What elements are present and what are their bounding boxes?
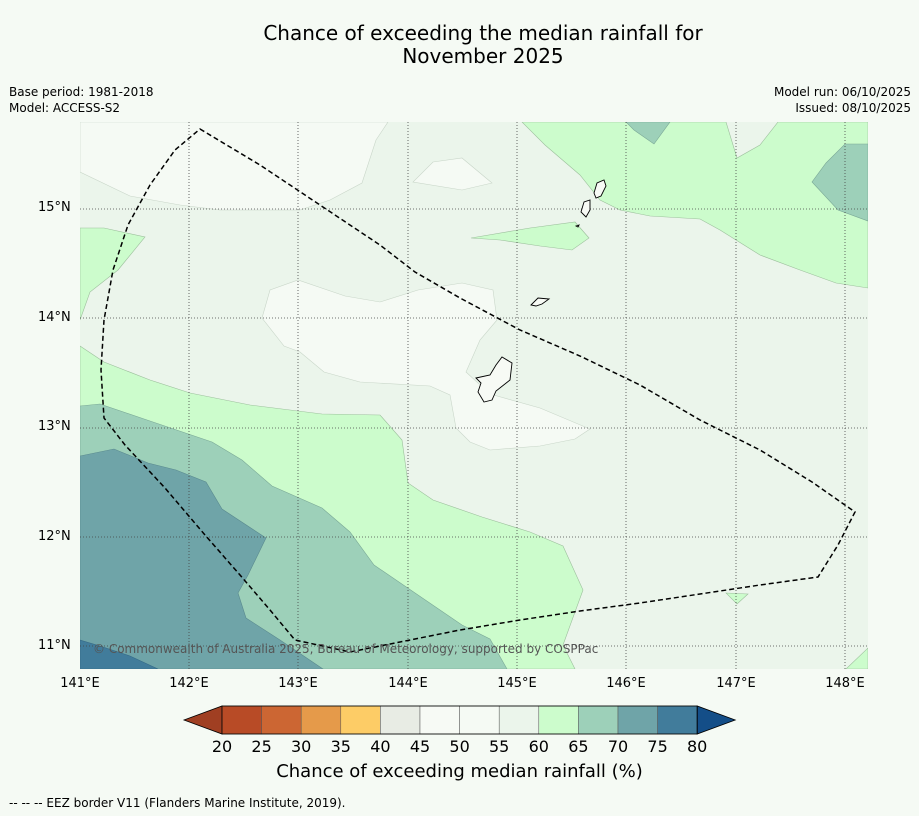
region-50-55-center: [261, 279, 591, 451]
colorbar: [182, 705, 737, 735]
region-60-65-corner: [845, 647, 868, 669]
island-guam: [475, 356, 513, 403]
title-line-2: November 2025: [402, 44, 564, 68]
lon-label-146e: 146°E: [606, 676, 646, 691]
colorbar-tick-label: 35: [330, 737, 351, 756]
eez-border: [100, 128, 856, 653]
meta-right: Model run: 06/10/2025 Issued: 08/10/2025: [774, 84, 911, 116]
island-rota: [530, 297, 551, 307]
colorbar-tick-label: 65: [568, 737, 589, 756]
map-title: Chance of exceeding the median rainfall …: [0, 22, 919, 68]
region-70-75: [80, 448, 324, 669]
lon-label-143e: 143°E: [278, 676, 318, 691]
colorbar-bin: [617, 705, 658, 735]
lon-label-148e: 148°E: [825, 676, 865, 691]
region-50-55-island-north: [412, 157, 493, 191]
region-65-70-top: [625, 122, 671, 145]
island-saipan: [593, 179, 607, 199]
colorbar-tick-label: 75: [647, 737, 668, 756]
lon-label-145e: 145°E: [497, 676, 537, 691]
region-60-65-blob-east: [725, 592, 749, 605]
colorbar-bin: [498, 705, 540, 735]
colorbar-over-arrow: [696, 705, 737, 735]
region-50-55-north: [80, 122, 389, 211]
colorbar-tick-label: 40: [370, 737, 391, 756]
lat-label-15n: 15°N: [38, 200, 71, 215]
copyright-notice: © Commonwealth of Australia 2025, Bureau…: [93, 642, 599, 656]
colorbar-title: Chance of exceeding median rainfall (%): [276, 761, 643, 782]
colorbar-frame: [221, 705, 698, 735]
rainfall-contours: [80, 122, 868, 669]
colorbar-bin: [657, 705, 698, 735]
issued-date: Issued: 08/10/2025: [795, 101, 911, 115]
colorbar-tick-label: 20: [211, 737, 233, 756]
colorbar-bin: [340, 705, 381, 735]
gridlines: [80, 122, 868, 669]
island-tinian: [580, 199, 591, 218]
meta-left: Base period: 1981-2018 Model: ACCESS-S2: [9, 84, 154, 116]
colorbar-bin: [221, 705, 262, 735]
region-60-65-streak: [470, 221, 590, 251]
colorbar-tick-label: 30: [291, 737, 312, 756]
colorbar-tick-label: 25: [251, 737, 272, 756]
colorbar-tick-label: 50: [449, 737, 470, 756]
colorbar-bin: [419, 705, 460, 735]
colorbar-tick-label: 80: [687, 737, 708, 756]
colorbar-tick-label: 60: [528, 737, 549, 756]
lat-label-13n: 13°N: [38, 419, 71, 434]
lat-label-12n: 12°N: [38, 529, 71, 544]
lon-label-144e: 144°E: [388, 676, 428, 691]
colorbar-bin: [300, 705, 342, 735]
colorbar-bin: [538, 705, 579, 735]
colorbar-tick-label: 55: [489, 737, 510, 756]
lat-label-11n: 11°N: [38, 638, 71, 653]
colorbar-bin: [261, 705, 302, 735]
lon-label-147e: 147°E: [716, 676, 756, 691]
lon-label-142e: 142°E: [169, 676, 209, 691]
islands: [475, 179, 607, 403]
colorbar-bin: [459, 705, 500, 735]
region-75-80: [80, 639, 159, 669]
colorbar-bin: [578, 705, 619, 735]
lon-label-141e: 141°E: [60, 676, 100, 691]
model-name: Model: ACCESS-S2: [9, 101, 121, 115]
colorbar-tick-label: 70: [607, 737, 629, 756]
island-speck: [574, 224, 580, 228]
eez-legend: -- -- -- EEZ border V11 (Flanders Marine…: [9, 796, 346, 810]
colorbar-bin: [380, 705, 421, 735]
model-run: Model run: 06/10/2025: [773, 85, 911, 99]
colorbar-tick-label: 45: [409, 737, 431, 756]
colorbar-under-arrow: [182, 705, 223, 735]
title-line-1: Chance of exceeding the median rainfall …: [263, 21, 703, 45]
lat-label-14n: 14°N: [38, 310, 71, 325]
base-period: Base period: 1981-2018: [9, 85, 154, 99]
